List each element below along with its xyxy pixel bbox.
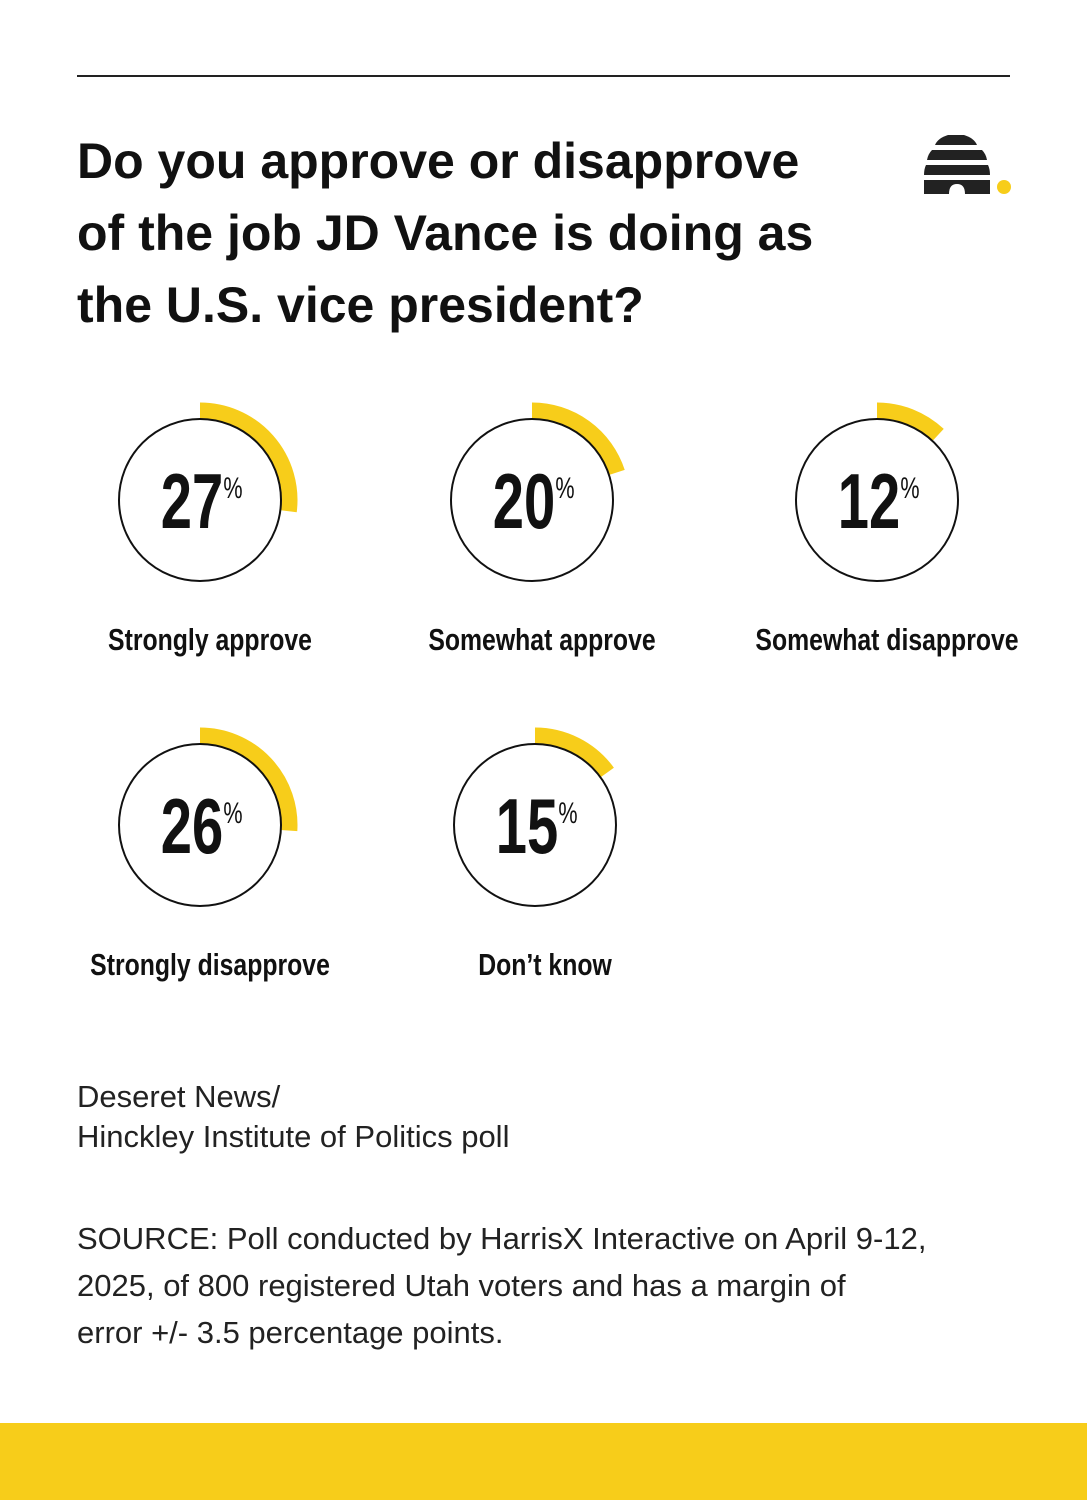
value-number: 26	[161, 783, 223, 870]
category: Strongly approve	[108, 622, 312, 656]
unit-label: %	[223, 795, 242, 829]
ring	[118, 743, 282, 907]
unit: %	[223, 795, 242, 829]
value-label: 26	[161, 783, 223, 870]
ring	[453, 743, 617, 907]
value-arc	[199, 727, 298, 832]
category: Strongly disapprove	[90, 947, 330, 981]
category: Somewhat disapprove	[755, 622, 1018, 656]
source-note: SOURCE: Poll conducted by HarrisX Intera…	[77, 1221, 926, 1256]
category-label: Don’t know	[478, 947, 612, 981]
value-arc	[876, 402, 944, 442]
ring	[795, 418, 959, 582]
unit: %	[555, 470, 574, 504]
unit: %	[223, 470, 242, 504]
unit-label: %	[555, 470, 574, 504]
unit-label: %	[223, 470, 242, 504]
category-label: Somewhat disapprove	[755, 622, 1018, 656]
chart-title: Do you approve or disapprove	[77, 133, 799, 189]
logo	[924, 135, 1011, 194]
source-note: 2025, of 800 registered Utah voters and …	[77, 1268, 846, 1303]
ring	[450, 418, 614, 582]
category-label: Strongly disapprove	[90, 947, 330, 981]
source-note: error +/- 3.5 percentage points.	[77, 1315, 504, 1350]
unit-label: %	[900, 470, 919, 504]
value-label: 15	[496, 783, 558, 870]
category-label: Somewhat approve	[428, 622, 655, 656]
value-label: 12	[838, 458, 900, 545]
value-number: 12	[838, 458, 900, 545]
value-number: 27	[161, 458, 223, 545]
chart-title: of the job JD Vance is doing as	[77, 205, 813, 261]
value-number: 20	[493, 458, 555, 545]
value-label: 27	[161, 458, 223, 545]
bottom-band	[0, 1423, 1087, 1500]
credit: Hinckley Institute of Politics poll	[77, 1119, 509, 1154]
unit: %	[900, 470, 919, 504]
category: Don’t know	[478, 947, 612, 981]
unit: %	[558, 795, 577, 829]
value-arc	[534, 727, 614, 778]
ring	[118, 418, 282, 582]
unit-label: %	[558, 795, 577, 829]
category: Somewhat approve	[428, 622, 655, 656]
value-label: 20	[493, 458, 555, 545]
value-arc	[199, 402, 298, 513]
credit: Deseret News/	[77, 1079, 281, 1114]
value-arc	[531, 402, 625, 476]
category-label: Strongly approve	[108, 622, 312, 656]
chart-title: the U.S. vice president?	[77, 277, 644, 333]
value-number: 15	[496, 783, 558, 870]
